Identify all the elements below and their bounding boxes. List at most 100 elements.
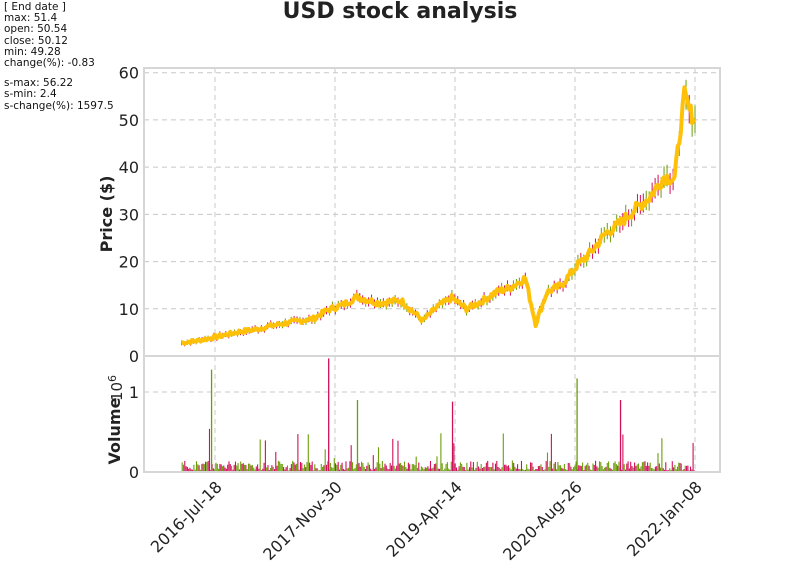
volume-bar [687,465,689,472]
volume-bar [527,468,529,472]
volume-bar [649,462,651,472]
volume-bar [249,463,251,472]
volume-bar [643,461,645,472]
volume-bar [244,464,246,472]
volume-bar [259,439,261,472]
price-y-tick-label: 30 [119,205,139,224]
volume-bar [279,461,281,472]
volume-bar [401,465,403,472]
volume-bar [678,462,680,472]
volume-bar [254,469,256,472]
volume-bar [615,464,617,472]
volume-bar [472,461,474,472]
volume-bar [284,469,286,472]
volume-bar [517,464,519,472]
volume-bar [370,468,372,472]
volume-bar [549,461,551,472]
volume-bar [641,462,643,472]
volume-bar [184,460,186,472]
volume-bar [592,463,594,472]
volume-bar [364,469,367,472]
volume-bar [624,469,627,472]
volume-bar [569,463,571,472]
volume-bar [281,463,283,472]
volume-bar [471,467,473,472]
volume-bar [614,461,616,472]
volume-bar [571,469,573,472]
volume-bar [263,462,265,472]
volume-bar [409,464,411,472]
volume-bar [680,463,682,472]
volume-bar [220,464,222,472]
volume-bar [314,464,316,472]
volume-bar [598,461,601,472]
volume-bar [653,469,655,472]
volume-bar [381,460,383,472]
volume-bar [459,462,461,472]
volume-bar [198,465,200,472]
volume-bar [388,469,390,472]
volume-bar [301,462,303,472]
volume-bar [673,467,675,472]
volume-bar [637,463,640,472]
volume-bar [363,466,365,472]
volume-bar [228,461,230,472]
volume-bar [595,460,597,472]
volume-bar [500,469,502,472]
volume-bar [325,464,328,472]
volume-bar [522,468,524,472]
volume-bar [550,433,552,472]
volume-bar [433,464,435,472]
volume-bar [189,467,191,472]
volume-y-tick-label: 0 [129,463,139,482]
volume-bar [210,469,212,472]
volume-bar [192,469,194,472]
volume-bar [185,466,187,472]
end-date-label: [ End date ] [4,1,66,13]
volume-bar [253,467,255,472]
x-tick-label: 2019-Apr-14 [382,477,465,560]
series-max: s-max: 56.22 [4,77,74,90]
volume-bar [580,466,582,472]
volume-bar [539,465,541,472]
volume-bar [225,468,227,472]
volume-bar [397,440,399,472]
volume-bar [303,464,305,472]
volume-bar [644,461,646,472]
volume-bar [273,469,276,472]
volume-bar [658,463,660,472]
volume-bar [487,460,489,472]
volume-bar [663,469,666,472]
volume-bar [351,462,354,472]
volume-bar [420,466,422,472]
volume-bar [622,434,624,472]
volume-bar [393,465,395,472]
volume-bar [579,465,581,472]
volume-bar [480,464,482,472]
volume-bar [350,445,352,472]
volume-bar [383,467,385,472]
volume-bar [221,466,224,472]
volume-bar [355,464,357,472]
volume-bar [349,461,351,472]
volume-bar [299,462,302,472]
volume-bar [294,464,296,472]
volume-bar [636,464,638,472]
volume-bar [608,461,610,472]
volume-bar [510,469,512,472]
volume-bar [558,465,560,472]
volume-bar [298,469,300,472]
volume-bar [376,462,378,472]
volume-bar [470,461,472,472]
volume-bar [463,467,465,472]
volume-bar [652,468,654,472]
volume-bar [600,462,602,472]
volume-bar [219,463,221,472]
volume-bar [190,469,192,472]
volume-bar [290,464,292,472]
volume-bar [669,468,671,472]
price-y-tick-label: 10 [119,300,139,319]
volume-bar [535,469,537,472]
x-tick-label: 2016-Jul-18 [147,477,226,556]
volume-bar [489,467,491,472]
